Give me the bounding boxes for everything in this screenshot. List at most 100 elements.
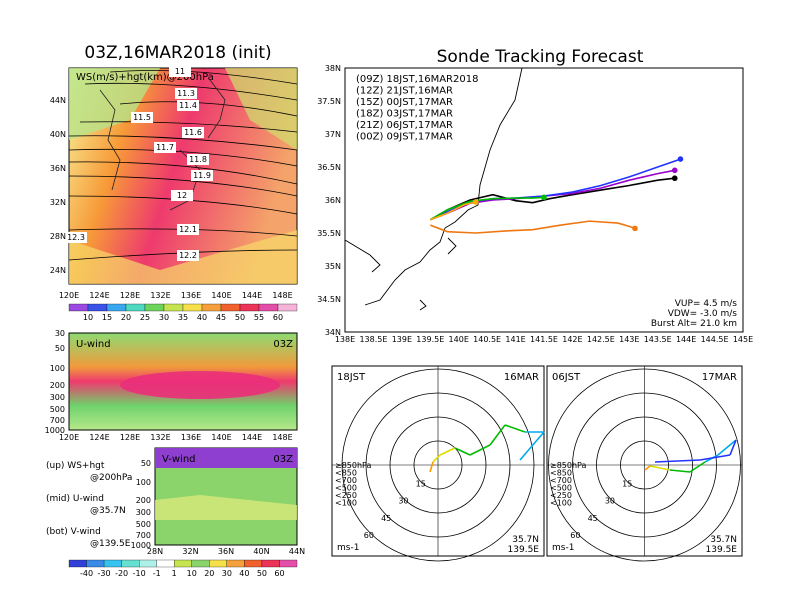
colorbar-label: 10 xyxy=(83,313,93,322)
landing-point xyxy=(671,167,678,174)
v-lat-ticks: 28N 32N 36N 40N 44N xyxy=(147,547,305,556)
track-lon-tick: 143E xyxy=(619,335,639,344)
track-lon-tick: 139E xyxy=(392,335,412,344)
pressure-legend-entry: <250 xyxy=(335,491,357,500)
landing-point xyxy=(541,194,547,201)
panel-note-title: (mid) U-wind xyxy=(46,494,104,504)
colorbar-cell xyxy=(220,303,241,312)
contour-label: 12 xyxy=(177,191,187,200)
map-label: WS(m/s)+hgt(km)@200hPa xyxy=(76,72,214,83)
contour-label-bg xyxy=(177,224,199,235)
track-stat: Burst Alt= 21.0 km xyxy=(651,319,737,329)
track-lon-tick: 142E xyxy=(562,335,582,344)
v-lat-tick: 32N xyxy=(182,547,198,556)
v-level-tick: 50 xyxy=(141,459,151,468)
colorbar-cell xyxy=(226,559,245,568)
track-lat-tick: 37.5N xyxy=(317,97,341,106)
ring-label: 15 xyxy=(622,479,632,488)
hodograph-segment xyxy=(699,454,731,461)
colorbar-label: 30 xyxy=(222,569,232,578)
v-level-tick: 100 xyxy=(136,478,151,487)
u-level-tick: 500 xyxy=(50,405,65,414)
track-lon-tick: 140E xyxy=(449,335,469,344)
u-lon-tick: 132E xyxy=(150,433,170,442)
track-legend-entry: (18Z) 03JST,17MAR xyxy=(356,109,453,120)
pressure-legend-entry: <850 xyxy=(335,469,357,478)
ring-label: 15 xyxy=(416,479,426,488)
v-level-tick: 700 xyxy=(136,531,151,540)
map-lat-tick: 36N xyxy=(50,164,66,173)
pressure-legend-entry: <100 xyxy=(335,499,357,508)
colorbar-cell xyxy=(139,559,157,568)
u-level-tick: 50 xyxy=(55,344,65,353)
contour-label-bg xyxy=(191,170,213,181)
colorbar-cell xyxy=(156,559,175,568)
map-lat-ticks: 44N 40N 36N 32N 28N 24N xyxy=(50,96,66,275)
hodograph-segment xyxy=(504,424,526,433)
map-lon-tick: 128E xyxy=(120,291,140,300)
colorbar-label: -20 xyxy=(115,569,128,578)
contour-label-bg xyxy=(177,100,199,111)
colorbar-label: 35 xyxy=(178,313,188,322)
ring-label: 45 xyxy=(588,514,598,523)
u-lon-ticks: 120E 124E 128E 132E 136E 140E 144E 148E xyxy=(59,433,293,442)
contour-label-bg xyxy=(182,127,204,138)
colorbar-cell xyxy=(103,559,122,568)
u-level-tick: 200 xyxy=(50,381,65,390)
contour-label: 11.3 xyxy=(177,89,195,98)
u-lon-tick: 120E xyxy=(59,433,79,442)
hodograph-segment xyxy=(649,465,671,471)
track-lon-tick: 138E xyxy=(335,335,355,344)
track-stat: VDW= -3.0 m/s xyxy=(668,309,738,319)
track-legend-entry: (21Z) 06JST,17MAR xyxy=(356,120,453,131)
hodograph-segment xyxy=(729,439,737,456)
colorbar-cell xyxy=(182,303,203,312)
pressure-legend-entry: <700 xyxy=(335,476,357,485)
colorbar-cell xyxy=(239,303,260,312)
map-lon-tick: 140E xyxy=(211,291,231,300)
colorbar-label: 20 xyxy=(204,569,214,578)
u-lon-tick: 148E xyxy=(272,433,292,442)
track-lat-ticks: 38N 37.5N 37N 36.5N 36N 35.5N 35N 34.5N 34N xyxy=(317,64,341,337)
track-legend-entry: (09Z) 18JST,16MAR2018 xyxy=(356,74,478,85)
track-lon-tick: 144.5E xyxy=(701,335,729,344)
hodograph-segment xyxy=(439,447,456,456)
map-lon-ticks: 120E 124E 128E 132E 136E 140E 144E 148E xyxy=(59,291,293,300)
wind-speed-map: WS(m/s)+hgt(km)@200hPa 11.311.411.511.61… xyxy=(50,66,298,322)
u-lon-tick: 144E xyxy=(242,433,262,442)
ring-label: 45 xyxy=(381,514,391,523)
v-lat-tick: 40N xyxy=(253,547,269,556)
v-level-tick: 500 xyxy=(136,520,151,529)
colorbar-cell xyxy=(144,303,165,312)
track-lon-tick: 141.5E xyxy=(530,335,558,344)
v-lat-tick: 44N xyxy=(289,547,305,556)
contour-label-bg xyxy=(187,154,209,165)
hodograph-segment xyxy=(429,461,434,473)
contour-label-bg xyxy=(65,232,87,243)
contour-label: 11.7 xyxy=(156,143,174,152)
colorbar-label: 40 xyxy=(197,313,207,322)
contour-label-bg xyxy=(154,142,176,153)
map-lon-tick: 124E xyxy=(89,291,109,300)
panel-note-sub: @139.5E xyxy=(90,539,131,549)
wind-speed-colorbar: 10 15 20 25 30 35 40 45 50 55 60 xyxy=(68,303,298,322)
u-wind-time: 03Z xyxy=(273,339,293,350)
track-lon-tick: 145E xyxy=(733,335,753,344)
pressure-legend-entry: <100 xyxy=(550,499,572,508)
contour-label-bg xyxy=(175,88,197,99)
track-line xyxy=(429,201,476,221)
contour-labels: 11.3 11.4 11.5 11.6 11.7 11.8 11.9 12 12.1 12.2 11… xyxy=(65,66,213,261)
contour-label: 11.4 xyxy=(179,101,197,110)
v-wind-colorbar: -40 -30 -20 -10 -1 1 10 20 30 40 50 60 xyxy=(68,559,298,578)
u-level-tick: 30 xyxy=(55,329,65,338)
colorbar-cell xyxy=(86,559,105,568)
contour-label: 12.1 xyxy=(179,225,197,234)
pressure-legend-entry: <500 xyxy=(550,484,572,493)
hodograph-lat: 35.7N xyxy=(512,535,539,545)
hodograph-time: 06JST xyxy=(552,372,581,383)
map-lon-tick: 144E xyxy=(242,291,262,300)
track-line xyxy=(429,220,636,234)
colorbar-cell xyxy=(279,559,298,568)
